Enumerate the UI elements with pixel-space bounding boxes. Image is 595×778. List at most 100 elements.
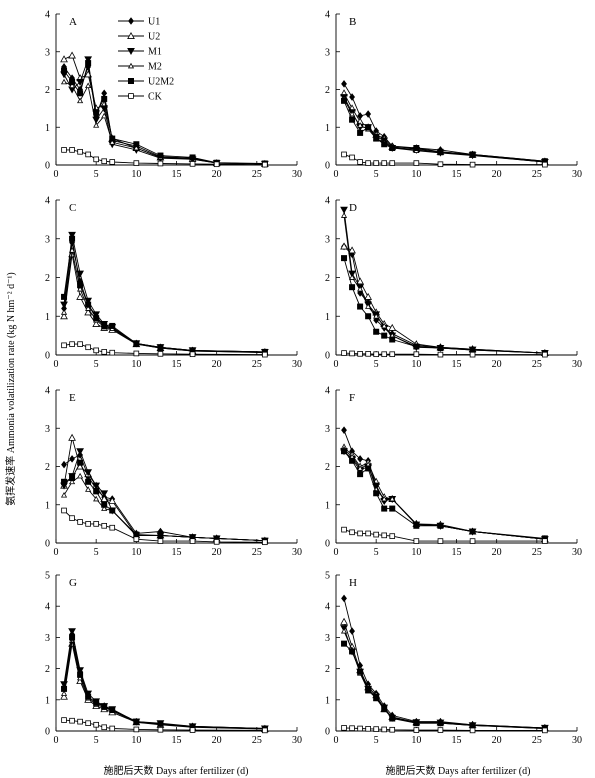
data-point-m2: [389, 495, 396, 502]
series-line-m2: [343, 631, 545, 729]
data-point-m1: [92, 482, 101, 490]
series-u2m2: [61, 634, 268, 732]
x-tick-label: 25: [252, 169, 262, 180]
x-tick-label: 0: [54, 547, 59, 558]
data-point-u2m2: [357, 471, 364, 478]
y-tick-label: 0: [45, 539, 50, 550]
data-point-u2m2: [365, 465, 372, 472]
data-point-u2m2: [373, 328, 380, 335]
x-tick-label: 25: [532, 735, 542, 746]
data-point-u1: [341, 80, 347, 88]
data-point-u1: [341, 426, 347, 434]
data-point-u2m2: [61, 685, 68, 692]
data-point-ck: [413, 727, 420, 733]
panel-label-a: A: [69, 16, 77, 28]
data-point-u2m2: [381, 141, 388, 148]
series-m2: [60, 247, 268, 355]
data-point-u2: [60, 692, 68, 700]
legend-label-u1: U1: [148, 17, 160, 28]
legend-entry-u1: U1: [118, 17, 160, 28]
data-point-ck: [109, 159, 116, 165]
data-point-m1: [92, 116, 101, 124]
data-point-ck: [437, 538, 444, 544]
data-point-ck: [69, 147, 75, 153]
data-point-ck: [469, 538, 476, 544]
legend-marker-m2: [127, 62, 135, 69]
x-axis-title-right: 施肥后天数 Days after fertilizer (d): [386, 764, 531, 777]
data-point-u1: [357, 455, 364, 463]
data-point-u2m2: [93, 109, 100, 116]
x-tick-label: 25: [252, 359, 262, 370]
panel-label-e: E: [69, 392, 76, 404]
data-point-u2m2: [133, 141, 140, 148]
data-point-u2m2: [413, 522, 420, 529]
x-tick-label: 20: [212, 735, 222, 746]
series-u2m2: [341, 640, 548, 732]
data-point-m1: [84, 469, 93, 477]
legend-marker-ck: [128, 93, 134, 99]
data-point-ck: [349, 350, 355, 357]
y-tick-label: 4: [325, 386, 330, 397]
data-point-ck: [189, 161, 196, 167]
data-point-ck: [157, 538, 164, 544]
y-tick-label: 0: [325, 351, 330, 362]
data-point-u2m2: [349, 648, 356, 655]
y-tick-label: 1: [325, 312, 330, 323]
data-point-u2m2: [157, 720, 164, 727]
data-point-ck: [133, 160, 140, 166]
panel-g: 0 1 2 3 4 5 0 5 10 15 20 25 30 G: [45, 571, 302, 747]
data-point-u2m2: [469, 151, 476, 158]
y-tick-label: 3: [325, 47, 330, 58]
data-point-u1: [69, 455, 75, 463]
x-tick-label: 5: [374, 359, 379, 370]
x-tick-label: 15: [172, 547, 182, 558]
data-point-m1: [76, 78, 84, 86]
series-line-u2m2: [343, 257, 545, 354]
y-tick-label: 2: [45, 85, 50, 96]
panel-a: 0 1 2 3 4 0 5 10 15 20 25 30 A: [45, 10, 302, 181]
data-point-u2m2: [109, 135, 116, 142]
data-point-ck: [357, 530, 363, 537]
x-tick-label: 15: [172, 169, 182, 180]
x-tick-label: 20: [492, 169, 502, 180]
data-point-ck: [69, 717, 75, 724]
x-tick-label: 15: [452, 359, 462, 370]
data-point-m2: [381, 322, 388, 329]
series-ck: [61, 717, 268, 734]
data-point-ck: [262, 727, 268, 734]
data-point-m1: [340, 206, 348, 214]
panel-f: 0 1 2 3 4 0 5 10 15 20 25 30 F: [325, 386, 582, 559]
y-tick-label: 0: [45, 161, 50, 172]
data-point-u2m2: [389, 145, 396, 152]
data-point-ck: [85, 344, 91, 351]
x-tick-label: 0: [54, 359, 59, 370]
y-tick-label: 1: [45, 312, 50, 323]
data-point-m2: [60, 309, 68, 315]
data-point-ck: [61, 717, 67, 723]
data-point-u2: [364, 292, 373, 300]
legend-label-ck: CK: [148, 92, 163, 103]
x-tick-label: 25: [532, 169, 542, 180]
data-point-u2m2: [69, 474, 76, 481]
data-point-m1: [84, 56, 93, 64]
x-tick-label: 25: [252, 547, 262, 558]
y-tick-label: 1: [325, 500, 330, 511]
data-point-u2m2: [469, 346, 476, 353]
x-tick-label: 0: [54, 169, 59, 180]
data-point-ck: [413, 160, 420, 166]
data-point-m2: [348, 110, 356, 117]
data-point-ck: [341, 526, 347, 533]
x-tick-label: 5: [374, 547, 379, 558]
series-ck: [341, 725, 548, 734]
data-point-u2m2: [349, 457, 356, 464]
legend-label-m1: M1: [148, 47, 162, 58]
panel-d: 0 1 2 3 4 0 5 10 15 20 25 30 D: [325, 196, 582, 371]
data-point-u2m2: [109, 507, 116, 514]
legend-entry-u2: U2: [118, 32, 160, 43]
x-tick-label: 5: [374, 735, 379, 746]
data-point-m2: [373, 313, 380, 319]
y-tick-label: 3: [325, 424, 330, 435]
data-point-u2m2: [469, 722, 476, 729]
data-point-ck: [109, 349, 116, 356]
legend-entry-m1: M1: [118, 47, 162, 58]
